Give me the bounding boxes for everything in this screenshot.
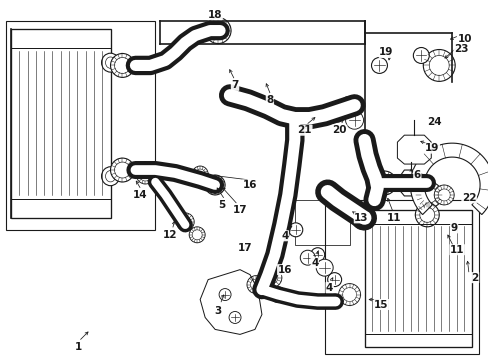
Circle shape (300, 250, 315, 265)
Circle shape (228, 311, 241, 323)
Text: 3: 3 (214, 306, 221, 316)
Polygon shape (11, 28, 110, 218)
Text: 11: 11 (386, 213, 401, 223)
Polygon shape (364, 210, 471, 347)
Text: 23: 23 (453, 44, 468, 54)
Circle shape (327, 273, 341, 287)
Circle shape (180, 216, 190, 227)
Circle shape (415, 182, 441, 208)
Text: 15: 15 (373, 300, 388, 310)
Circle shape (219, 289, 230, 301)
Circle shape (339, 96, 359, 116)
Circle shape (242, 94, 253, 106)
Circle shape (136, 166, 154, 184)
Text: 6: 6 (413, 170, 420, 180)
Text: 13: 13 (354, 213, 368, 223)
Circle shape (110, 158, 134, 182)
Text: 14: 14 (133, 190, 147, 200)
Polygon shape (397, 135, 430, 164)
Circle shape (423, 50, 454, 81)
Text: 4: 4 (325, 283, 333, 293)
Text: 5: 5 (218, 200, 225, 210)
Text: 16: 16 (242, 180, 257, 190)
Circle shape (250, 279, 261, 290)
Circle shape (351, 206, 375, 230)
Circle shape (337, 197, 357, 217)
Text: 7: 7 (231, 80, 238, 90)
Text: 22: 22 (461, 193, 475, 203)
Circle shape (345, 111, 363, 129)
Circle shape (209, 179, 221, 191)
Circle shape (192, 166, 208, 182)
Circle shape (176, 213, 194, 231)
Text: 12: 12 (163, 230, 177, 240)
Ellipse shape (102, 167, 119, 186)
Circle shape (419, 207, 434, 222)
Circle shape (195, 169, 205, 179)
Text: 2: 2 (470, 273, 478, 283)
Circle shape (205, 18, 230, 44)
Polygon shape (409, 143, 488, 215)
Circle shape (366, 170, 386, 190)
Circle shape (238, 90, 258, 110)
Polygon shape (399, 170, 424, 196)
Circle shape (343, 100, 355, 112)
Text: 16: 16 (277, 265, 291, 275)
Text: 9: 9 (450, 223, 457, 233)
Circle shape (370, 174, 382, 186)
Circle shape (110, 54, 134, 77)
Circle shape (310, 248, 324, 262)
Circle shape (428, 55, 448, 75)
Text: 19: 19 (424, 143, 439, 153)
Circle shape (205, 175, 224, 195)
Circle shape (421, 187, 436, 203)
Circle shape (114, 58, 130, 73)
Text: 19: 19 (379, 48, 393, 58)
Circle shape (338, 284, 360, 306)
Text: 18: 18 (207, 10, 222, 20)
Text: 4: 4 (310, 258, 318, 268)
Circle shape (262, 268, 281, 288)
Circle shape (192, 230, 202, 240)
Circle shape (376, 176, 391, 190)
Text: 1: 1 (75, 342, 82, 352)
Circle shape (288, 223, 302, 237)
Circle shape (246, 276, 264, 293)
Circle shape (137, 162, 153, 178)
Circle shape (137, 58, 153, 73)
Circle shape (114, 162, 130, 178)
Circle shape (265, 272, 277, 284)
Circle shape (210, 23, 225, 39)
Circle shape (414, 203, 438, 227)
Ellipse shape (102, 53, 119, 72)
Text: 11: 11 (449, 245, 464, 255)
Text: 21: 21 (297, 125, 311, 135)
Circle shape (189, 227, 205, 243)
Circle shape (355, 210, 370, 225)
Circle shape (330, 108, 344, 122)
Text: 8: 8 (266, 95, 273, 105)
Circle shape (140, 60, 150, 71)
Circle shape (269, 287, 285, 302)
Text: 4: 4 (281, 231, 288, 241)
Circle shape (372, 171, 396, 195)
Circle shape (316, 259, 332, 276)
Circle shape (412, 48, 428, 63)
Circle shape (139, 169, 151, 181)
Text: 20: 20 (332, 125, 346, 135)
Circle shape (272, 289, 282, 300)
Circle shape (433, 185, 453, 205)
Text: 24: 24 (426, 117, 441, 127)
Circle shape (371, 58, 386, 73)
Text: 17: 17 (237, 243, 252, 253)
Circle shape (341, 201, 353, 213)
Text: 17: 17 (232, 205, 247, 215)
Circle shape (437, 189, 449, 201)
Circle shape (342, 288, 356, 302)
Circle shape (140, 165, 150, 175)
Text: 10: 10 (457, 33, 471, 44)
